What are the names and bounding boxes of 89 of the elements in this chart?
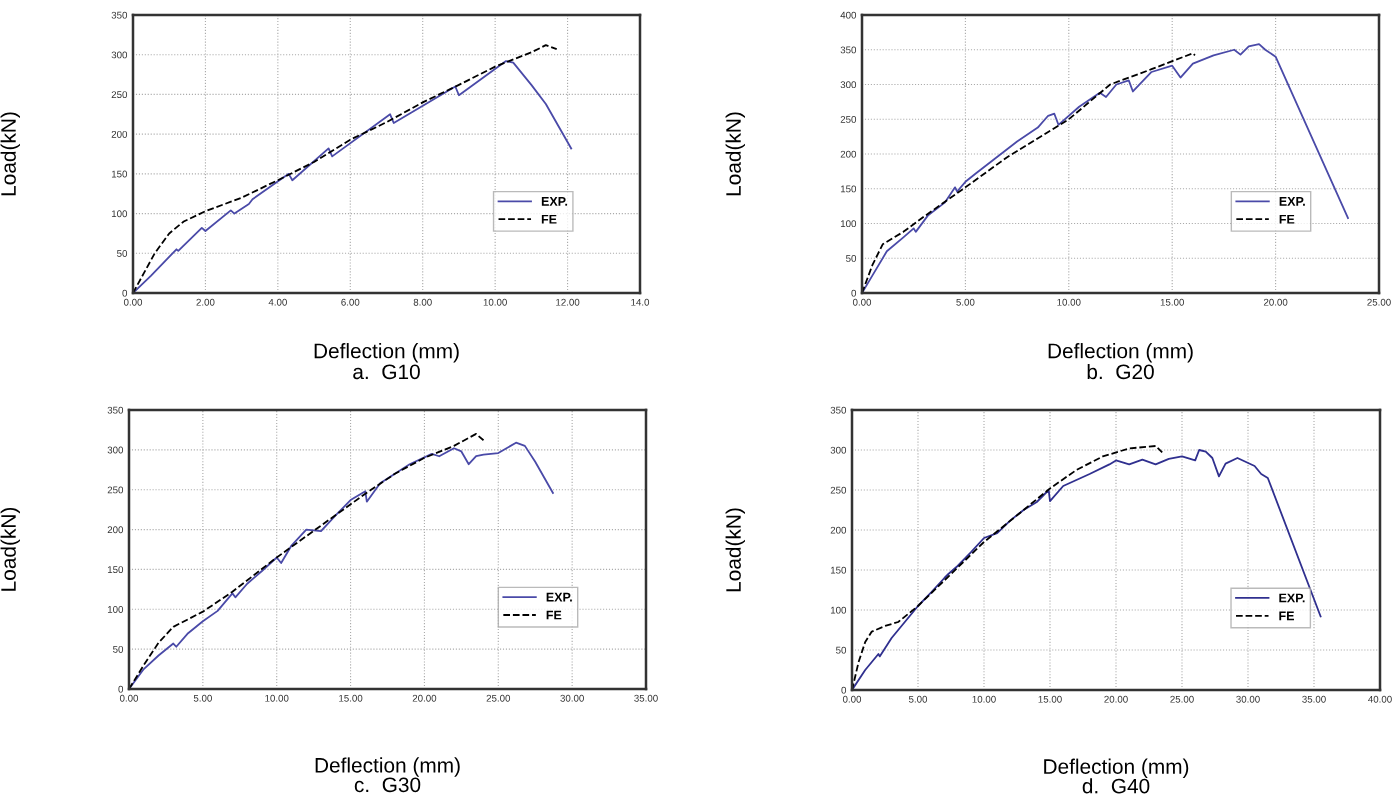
x-axis-title: Deflection (mm) [1048, 343, 1193, 363]
y-tick-label: 250 [830, 486, 847, 494]
legend-label: FE [1279, 611, 1294, 621]
x-tick-label: 2.00 [196, 298, 215, 306]
y-tick-label: 100 [840, 220, 857, 228]
x-axis-title: Deflection (mm) [314, 343, 459, 363]
y-tick-label: 300 [840, 81, 857, 89]
x-tick-label: 12.00 [556, 298, 580, 306]
y-tick-label: 50 [836, 646, 847, 654]
y-axis-title: Load(kN) [725, 112, 745, 196]
y-tick-label: 350 [840, 46, 857, 54]
legend-label: FE [1279, 214, 1295, 224]
x-tick-label: 6.00 [341, 298, 360, 306]
y-tick-label: 250 [111, 91, 128, 99]
y-tick-label: 300 [830, 446, 847, 454]
x-tick-label: 25.00 [486, 694, 511, 702]
x-tick-label: 0.00 [842, 695, 862, 703]
y-tick-label: 250 [840, 115, 857, 123]
y-tick-label: 350 [107, 406, 124, 414]
legend-label: EXP. [541, 197, 568, 206]
line-series [852, 445, 1164, 690]
x-tick-label: 30.00 [560, 694, 584, 702]
y-tick-label: 350 [111, 11, 128, 19]
line-series [129, 433, 485, 689]
x-tick-label: 15.00 [339, 694, 363, 702]
y-tick-label: 0 [841, 686, 847, 694]
y-tick-label: 200 [107, 526, 124, 534]
y-tick-label: 50 [113, 645, 124, 653]
x-tick-label: 10.00 [265, 694, 289, 702]
x-tick-label: 15.00 [1160, 298, 1184, 306]
legend-label: FE [541, 214, 557, 224]
x-tick-label: 5.00 [908, 695, 928, 703]
x-tick-label: 20.00 [1104, 695, 1128, 703]
y-tick-label: 150 [111, 170, 128, 178]
x-tick-label: 25.00 [1367, 298, 1391, 306]
y-tick-label: 150 [840, 185, 857, 193]
x-tick-label: 10.00 [972, 695, 996, 703]
legend-label: FE [546, 610, 562, 620]
y-tick-label: 150 [107, 566, 124, 574]
x-tick-label: 8.00 [413, 298, 432, 306]
y-axis-title: Load(kN) [0, 507, 20, 591]
y-tick-label: 0 [122, 289, 128, 297]
y-tick-label: 50 [117, 250, 128, 257]
text: d. G40 [1082, 778, 1150, 794]
legend-label: EXP. [1279, 593, 1305, 603]
x-tick-label: 40.00 [1368, 695, 1392, 703]
x-tick-label: 4.00 [268, 298, 287, 306]
y-tick-label: 100 [830, 606, 847, 614]
y-tick-label: 0 [851, 289, 857, 297]
x-tick-label: 35.00 [634, 694, 658, 702]
x-axis-title: Deflection (mm) [1044, 758, 1189, 779]
x-tick-label: 30.00 [1236, 695, 1260, 703]
y-tick-label: 300 [107, 446, 124, 454]
y-tick-label: 300 [111, 51, 128, 59]
legend-label: EXP. [1279, 197, 1305, 206]
line-series [862, 52, 1196, 293]
x-tick-label: 15.00 [1038, 695, 1062, 703]
y-axis-title: Load(kN) [725, 508, 745, 592]
y-tick-label: 400 [840, 11, 857, 19]
text: c. G30 [354, 777, 421, 793]
y-tick-label: 350 [830, 406, 847, 414]
x-tick-label: 10.00 [483, 298, 507, 306]
y-tick-label: 0 [118, 685, 124, 693]
y-tick-label: 100 [111, 210, 128, 218]
x-axis-title: Deflection (mm) [315, 757, 460, 777]
line-series [852, 449, 1322, 690]
line-series [862, 43, 1349, 293]
y-tick-label: 200 [840, 150, 857, 158]
y-tick-label: 250 [107, 486, 124, 494]
x-tick-label: 0.00 [123, 298, 143, 306]
y-tick-label: 200 [111, 130, 128, 138]
x-tick-label: 5.00 [956, 298, 975, 306]
x-tick-label: 20.00 [1263, 298, 1288, 306]
text: a. G10 [353, 364, 420, 380]
x-tick-label: 20.00 [412, 694, 437, 702]
x-tick-label: 35.00 [1302, 695, 1326, 703]
x-tick-label: 14.0 [631, 298, 650, 306]
y-tick-label: 200 [830, 526, 847, 534]
text: b. G20 [1087, 363, 1154, 380]
x-tick-label: 10.00 [1057, 298, 1081, 306]
y-tick-label: 150 [830, 566, 847, 574]
y-axis-title: Load(kN) [0, 112, 20, 196]
y-tick-label: 50 [846, 254, 857, 262]
y-tick-label: 100 [107, 606, 124, 613]
x-tick-label: 0.00 [852, 298, 872, 306]
x-tick-label: 5.00 [193, 694, 212, 702]
x-tick-label: 0.00 [119, 694, 139, 702]
legend-label: EXP. [546, 592, 572, 602]
x-tick-label: 25.00 [1170, 695, 1194, 703]
